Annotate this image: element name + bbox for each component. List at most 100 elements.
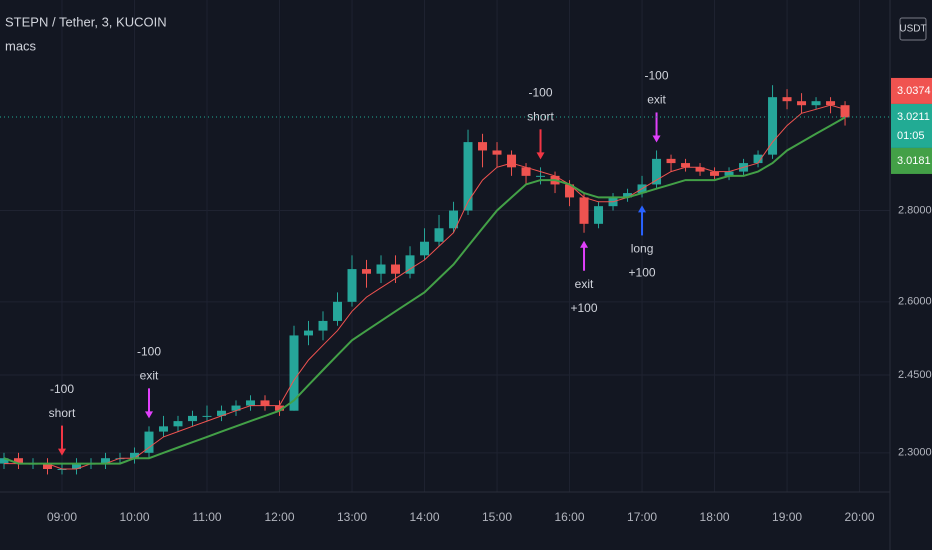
candle-body bbox=[811, 101, 821, 106]
x-tick-label: 18:00 bbox=[700, 510, 730, 524]
candle-body bbox=[260, 400, 270, 406]
candle-body bbox=[724, 171, 734, 176]
candle-body bbox=[710, 171, 720, 176]
y-tick-label: 2.3000 bbox=[898, 447, 932, 459]
candle-body bbox=[536, 175, 546, 177]
candle-body bbox=[521, 167, 531, 176]
candle-body bbox=[782, 97, 792, 102]
candle-body bbox=[768, 97, 778, 155]
candle-body bbox=[449, 210, 459, 229]
x-tick-label: 20:00 bbox=[845, 510, 875, 524]
signal-arrow-head bbox=[652, 135, 661, 143]
price-countdown: 01:05 bbox=[897, 130, 925, 142]
candle-body bbox=[144, 431, 154, 453]
candle-body bbox=[347, 269, 357, 302]
y-tick-label: 2.8000 bbox=[898, 204, 932, 216]
signal-label: exit bbox=[575, 277, 594, 291]
candle-body bbox=[231, 405, 241, 411]
candle-body bbox=[594, 206, 604, 224]
candle-body bbox=[797, 101, 807, 106]
price-label: 3.0181 bbox=[897, 155, 931, 167]
signal-label: exit bbox=[140, 369, 159, 383]
candle-body bbox=[304, 330, 314, 336]
signal-label: +100 bbox=[571, 301, 598, 315]
signal-arrow-head bbox=[144, 411, 153, 419]
candle-body bbox=[173, 421, 183, 427]
candle-body bbox=[275, 405, 285, 411]
candle-body bbox=[362, 269, 372, 274]
candle-body bbox=[405, 255, 415, 274]
price-label-box bbox=[891, 77, 932, 104]
candle-body bbox=[565, 184, 575, 198]
x-tick-label: 19:00 bbox=[772, 510, 802, 524]
y-tick-label: 2.4500 bbox=[898, 369, 932, 381]
candle-body bbox=[333, 301, 343, 321]
candle-body bbox=[13, 458, 23, 464]
candle-body bbox=[420, 241, 430, 256]
price-label-box bbox=[891, 103, 932, 148]
candle-body bbox=[318, 320, 328, 331]
price-label: 3.0211 bbox=[897, 111, 930, 123]
signal-label: short bbox=[49, 406, 76, 420]
candle-body bbox=[0, 458, 9, 464]
candle-body bbox=[42, 463, 52, 469]
moving-average-line bbox=[3, 116, 846, 465]
grid bbox=[0, 0, 890, 492]
candle-body bbox=[217, 410, 226, 416]
x-tick-label: 14:00 bbox=[410, 510, 440, 524]
x-tick-label: 13:00 bbox=[337, 510, 367, 524]
signal-arrow-head bbox=[638, 205, 647, 213]
candle-body bbox=[681, 163, 691, 168]
candle-body bbox=[492, 150, 502, 155]
price-label: 3.0374 bbox=[897, 85, 931, 97]
candle-body bbox=[753, 154, 763, 164]
signal-label: exit bbox=[647, 93, 666, 107]
indicator-name: macs bbox=[5, 38, 37, 53]
signal-label: -100 bbox=[529, 85, 553, 99]
candle-body bbox=[840, 105, 850, 118]
signal-arrow-head bbox=[536, 152, 545, 160]
candle-body bbox=[507, 154, 517, 168]
x-tick-label: 09:00 bbox=[47, 510, 77, 524]
moving-average-line bbox=[4, 104, 846, 470]
x-tick-label: 12:00 bbox=[264, 510, 294, 524]
candle-body bbox=[100, 458, 110, 464]
x-tick-label: 11:00 bbox=[192, 510, 221, 524]
chart-title: STEPN / Tether, 3, KUCOIN bbox=[5, 14, 167, 29]
candle-body bbox=[202, 415, 212, 417]
candle-body bbox=[579, 197, 589, 224]
candle-body bbox=[478, 142, 488, 151]
signal-label: -100 bbox=[50, 382, 74, 396]
currency[interactable]: USDT bbox=[899, 24, 926, 35]
plot: -100short-100exit-100shortexit+100long+1… bbox=[0, 69, 890, 475]
candle-body bbox=[695, 167, 705, 172]
x-tick-label: 10:00 bbox=[119, 510, 149, 524]
candle-body bbox=[289, 335, 299, 411]
candle-body bbox=[623, 193, 633, 198]
candle-body bbox=[130, 452, 139, 459]
candle-body bbox=[434, 228, 444, 242]
signal-arrow-head bbox=[57, 448, 66, 456]
axes: 2.3000 2.4500 2.6000 2.8000 09:00 10:00 11:00 1… bbox=[47, 77, 932, 524]
currency-box[interactable] bbox=[899, 17, 927, 41]
candle-body bbox=[463, 142, 473, 211]
candle-body bbox=[246, 400, 256, 406]
candle-body bbox=[652, 158, 662, 185]
x-tick-label: 15:00 bbox=[482, 510, 512, 524]
signal-label: +100 bbox=[629, 266, 656, 280]
signal-arrow-head bbox=[580, 240, 589, 248]
candle-body bbox=[666, 158, 676, 164]
candle-body bbox=[159, 426, 168, 432]
candle-body bbox=[71, 463, 81, 469]
x-tick-label: 16:00 bbox=[555, 510, 585, 524]
y-tick-label: 2.6000 bbox=[898, 296, 932, 308]
price-label-box bbox=[891, 147, 932, 174]
x-tick-label: 17:00 bbox=[627, 510, 657, 524]
candle-body bbox=[826, 101, 836, 106]
candle-body bbox=[376, 264, 386, 274]
candle-body bbox=[188, 415, 197, 422]
signal-label: -100 bbox=[137, 345, 161, 359]
candle-body bbox=[391, 264, 401, 274]
